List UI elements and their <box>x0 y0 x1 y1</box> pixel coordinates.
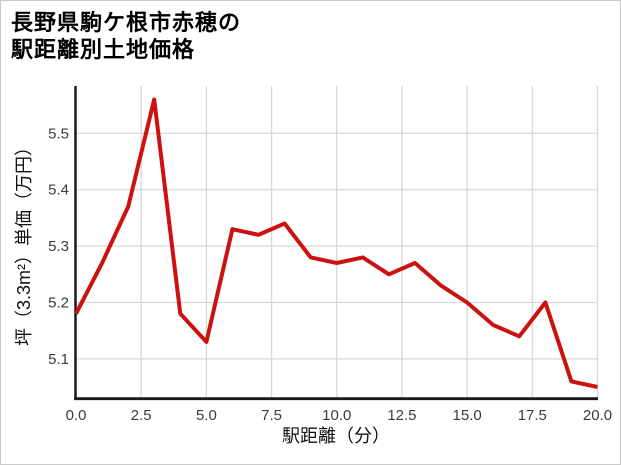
x-axis-label: 駅距離（分） <box>282 426 390 446</box>
x-tick-label: 15.0 <box>453 407 482 424</box>
y-tick-label: 5.4 <box>48 182 69 199</box>
x-tick-label: 12.5 <box>387 407 416 424</box>
chart-title-line1: 長野県駒ケ根市赤穂の <box>11 10 242 35</box>
x-tick-label: 2.5 <box>131 407 152 424</box>
x-tick-label: 5.0 <box>196 407 217 424</box>
y-axis-label: 坪（3.3m²）単価（万円） <box>14 138 34 346</box>
chart-title: 長野県駒ケ根市赤穂の 駅距離別土地価格 <box>11 9 241 63</box>
y-tick-label: 5.5 <box>48 125 69 142</box>
chart-title-line2: 駅距離別土地価格 <box>11 37 196 62</box>
x-tick-label: 0.0 <box>66 407 87 424</box>
tick-label-layer: 0.0 2.5 5.0 7.5 10.0 12.5 15.0 17.5 20.0 5.1 5.2 5.… <box>48 125 612 424</box>
x-tick-label: 10.0 <box>322 407 351 424</box>
x-tick-label: 20.0 <box>583 407 612 424</box>
price-line <box>74 97 598 389</box>
grid-layer <box>76 86 599 399</box>
y-tick-label: 5.2 <box>48 294 69 311</box>
y-tick-label: 5.3 <box>48 238 69 255</box>
y-tick-label: 5.1 <box>48 351 69 368</box>
axis-spines <box>74 86 598 401</box>
data-line-layer <box>74 97 598 389</box>
x-tick-label: 7.5 <box>261 407 282 424</box>
x-tick-label: 17.5 <box>518 407 547 424</box>
